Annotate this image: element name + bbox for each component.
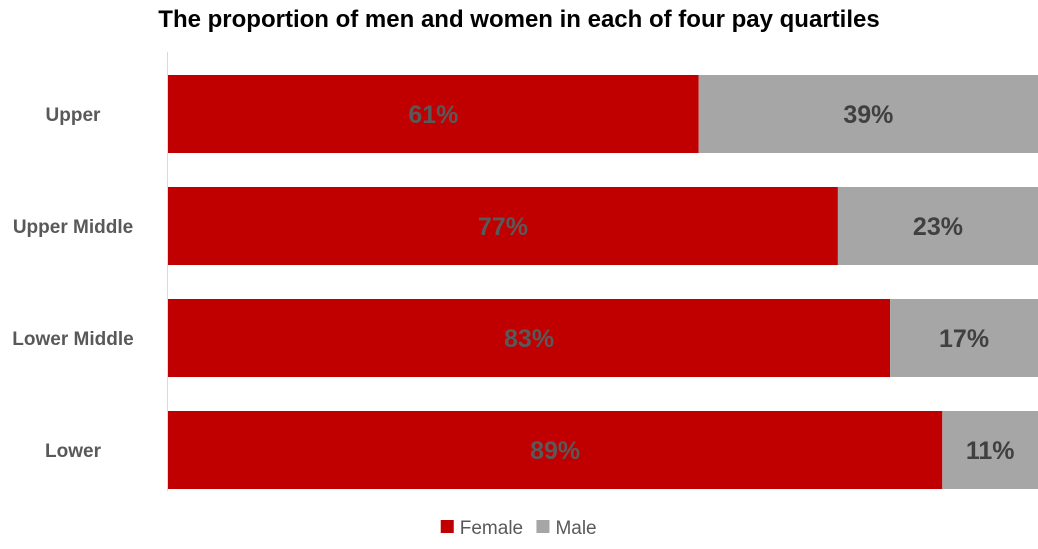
plot-area: Upper 61% 39% Upper Middle 77% 23% Lower Middl… <box>12 52 1038 491</box>
bar-female-upper-middle <box>168 187 838 265</box>
category-label-lower-middle: Lower Middle <box>12 329 133 350</box>
legend: Female Male <box>440 518 597 539</box>
category-label-upper: Upper <box>46 105 102 126</box>
data-label-female-upper-middle: 77% <box>478 213 528 241</box>
bar-female-lower-middle <box>168 299 891 377</box>
data-label-male-upper: 39% <box>843 101 893 129</box>
data-label-female-lower: 89% <box>530 437 580 465</box>
bar-male-upper <box>698 75 1038 153</box>
bar-female-lower <box>168 411 943 489</box>
data-label-male-lower-middle: 17% <box>939 325 989 353</box>
bar-male-upper-middle <box>837 187 1038 265</box>
data-label-male-lower: 11% <box>966 437 1015 465</box>
legend-swatch-male <box>536 520 550 533</box>
legend-label-male: Male <box>555 518 596 539</box>
legend-label-female: Female <box>460 518 523 539</box>
data-label-male-upper-middle: 23% <box>913 213 963 241</box>
chart-title: The proportion of men and women in each … <box>158 6 879 33</box>
data-label-female-upper: 61% <box>408 101 458 129</box>
bar-male-lower-middle <box>890 299 1038 377</box>
data-label-female-lower-middle: 83% <box>504 325 554 353</box>
bar-female-upper <box>168 75 699 153</box>
bar-male-lower <box>942 411 1038 489</box>
category-label-upper-middle: Upper Middle <box>13 217 133 238</box>
category-label-lower: Lower <box>45 441 102 462</box>
legend-swatch-female <box>440 520 454 533</box>
